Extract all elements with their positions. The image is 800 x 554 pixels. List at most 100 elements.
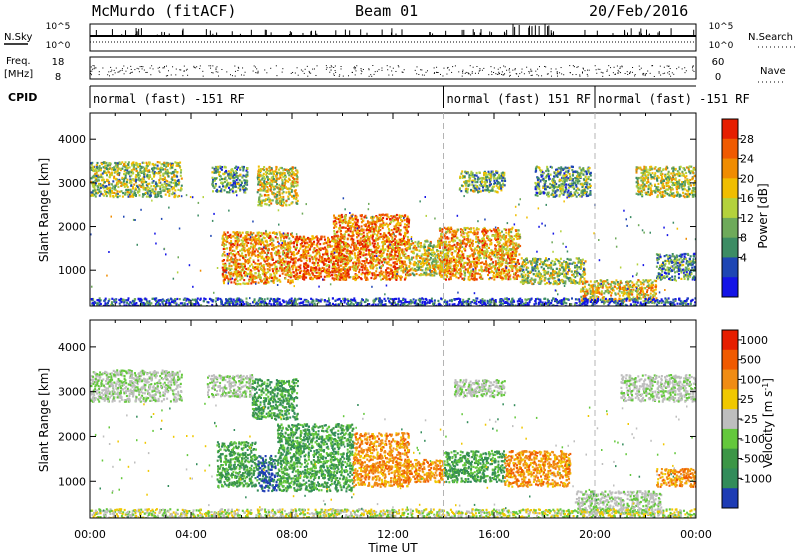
heatmap-cell	[247, 247, 250, 250]
heatmap-cell	[464, 190, 467, 193]
heatmap-cell	[260, 243, 262, 246]
heatmap-cell	[278, 231, 281, 234]
heatmap-cell	[221, 166, 223, 169]
heatmap-cell	[565, 183, 568, 186]
heatmap-cell	[258, 178, 261, 181]
freq-point	[488, 74, 490, 76]
freq-point	[368, 75, 370, 77]
heatmap-cell	[234, 185, 237, 188]
heatmap-cell	[495, 184, 498, 187]
heatmap-cell	[128, 191, 131, 194]
heatmap-cell	[487, 170, 490, 173]
heatmap-cell	[108, 171, 111, 174]
heatmap-cell	[234, 239, 237, 243]
heatmap-cell	[334, 262, 337, 265]
freq-point	[356, 65, 358, 67]
heatmap-cell	[657, 190, 660, 193]
heatmap-cell	[286, 245, 289, 248]
heatmap-cell	[306, 263, 309, 266]
heatmap-cell	[296, 169, 299, 172]
heatmap-cell	[639, 193, 642, 196]
heatmap-cell	[232, 171, 235, 174]
freq-point	[619, 66, 621, 68]
heatmap-cell	[264, 247, 267, 250]
heatmap-cell	[180, 177, 183, 180]
freq-point	[693, 70, 695, 72]
heatmap-cell	[234, 183, 237, 186]
heatmap-cell	[305, 237, 308, 241]
heatmap-cell	[330, 273, 333, 277]
heatmap-cell	[174, 189, 177, 192]
heatmap-cell	[470, 189, 472, 192]
heatmap-cell	[469, 172, 472, 176]
freq-point	[354, 66, 356, 68]
freq-point	[512, 69, 514, 71]
heatmap-cell	[211, 166, 214, 169]
heatmap-cell	[262, 270, 265, 273]
heatmap-cell	[678, 179, 681, 182]
heatmap-cell	[645, 191, 648, 194]
heatmap-cell	[641, 195, 644, 198]
heatmap-cell	[545, 179, 547, 183]
heatmap-cell	[98, 164, 101, 168]
heatmap-cell	[122, 180, 125, 183]
heatmap-cell	[560, 169, 563, 172]
heatmap-cell	[579, 195, 582, 198]
heatmap-cell	[124, 191, 127, 194]
heatmap-cell	[272, 179, 274, 182]
heatmap-cell	[239, 232, 242, 235]
freq-point	[437, 71, 439, 73]
heatmap-cell	[562, 174, 565, 177]
heatmap-cell	[234, 256, 237, 259]
heatmap-cell	[322, 269, 324, 273]
heatmap-cell	[241, 252, 244, 255]
heatmap-cell	[501, 179, 503, 182]
heatmap-cell	[179, 166, 182, 169]
heatmap-cell	[245, 282, 248, 285]
freq-point	[608, 74, 610, 76]
heatmap-cell	[471, 181, 474, 184]
freq-point	[158, 70, 160, 72]
heatmap-cell	[366, 241, 369, 245]
heatmap-cell	[313, 236, 316, 240]
heatmap-cell	[91, 184, 94, 187]
freq-point	[602, 72, 604, 74]
heatmap-cell	[104, 164, 107, 167]
heatmap-cell	[136, 163, 139, 166]
heatmap-cell	[283, 178, 286, 181]
heatmap-cell	[171, 162, 174, 165]
heatmap-cell	[275, 195, 278, 198]
heatmap-cell	[266, 241, 269, 244]
heatmap-cell	[635, 169, 638, 173]
heatmap-cell	[289, 242, 292, 245]
heatmap-cell	[576, 187, 579, 190]
heatmap-cell	[162, 173, 165, 176]
heatmap-cell	[312, 243, 315, 246]
heatmap-cell	[223, 259, 225, 262]
heatmap-cell	[254, 275, 257, 278]
heatmap-cell	[684, 176, 687, 179]
freq-point	[256, 72, 258, 74]
heatmap-cell	[94, 168, 97, 171]
heatmap-cell	[663, 194, 666, 197]
freq-point	[491, 74, 493, 76]
heatmap-cell	[552, 181, 555, 184]
heatmap-cell	[654, 172, 657, 175]
heatmap-cell	[242, 237, 245, 240]
heatmap-cell	[149, 195, 151, 199]
nsearch-tick-bottom: 10^0	[709, 41, 734, 51]
heatmap-cell	[495, 177, 498, 180]
heatmap-cell	[95, 164, 98, 167]
heatmap-cell	[241, 249, 244, 252]
freq-point	[514, 69, 516, 71]
heatmap-cell	[495, 190, 498, 193]
heatmap-cell	[116, 162, 119, 165]
heatmap-cell	[262, 232, 265, 235]
heatmap-cell	[396, 267, 399, 270]
freq-point	[202, 70, 204, 72]
heatmap-cell	[651, 176, 654, 179]
heatmap-cell	[315, 259, 317, 262]
heatmap-cell	[165, 165, 168, 168]
freq-point	[556, 71, 558, 73]
heatmap-cell	[232, 272, 235, 276]
